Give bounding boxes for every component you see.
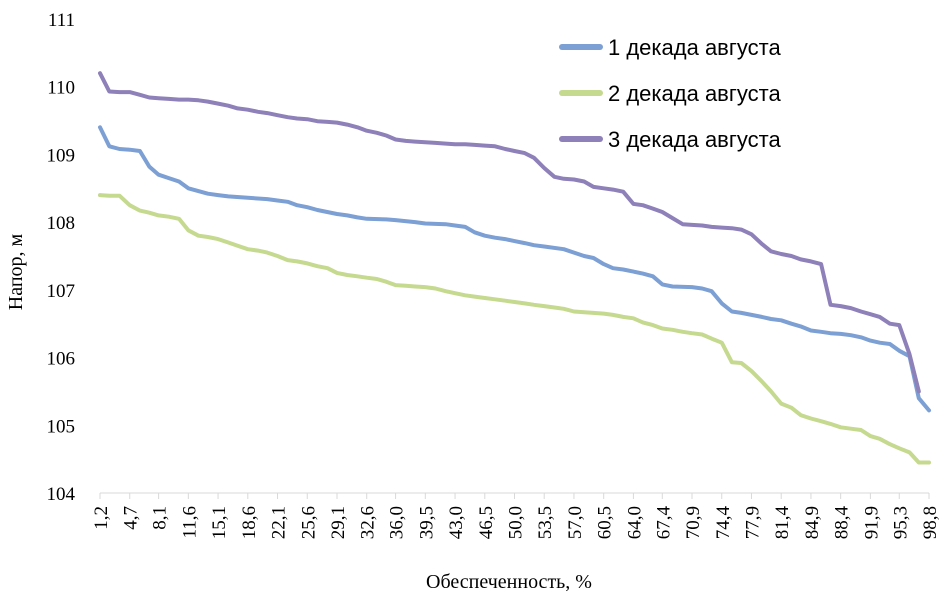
- x-tick-label: 11,6: [179, 506, 200, 539]
- series-line-3: [98, 71, 921, 394]
- x-tick-label: 1,2: [91, 506, 112, 530]
- x-tick-label: 60,5: [595, 506, 616, 539]
- x-tick-label: 64,0: [624, 506, 645, 539]
- x-tick-label: 29,1: [328, 506, 349, 539]
- x-axis-title: Обеспеченность, %: [426, 571, 592, 593]
- x-tick-label: 77,9: [742, 506, 763, 539]
- x-tick-label: 32,6: [358, 506, 379, 539]
- x-tick-label: 81,4: [772, 506, 793, 540]
- x-tick-label: 43,0: [446, 506, 467, 539]
- y-tick-label: 109: [47, 145, 76, 166]
- x-tick-label: 18,6: [239, 506, 260, 539]
- series-line-2: [98, 193, 931, 465]
- x-tick-label: 36,0: [387, 506, 408, 539]
- x-tick-label: 70,9: [683, 506, 704, 539]
- x-tick-label: 91,9: [861, 506, 882, 539]
- series-line-1: [98, 125, 931, 413]
- x-tick-label: 57,0: [565, 506, 586, 539]
- x-tick-label: 95,3: [890, 506, 911, 539]
- x-tick-label: 88,4: [832, 506, 853, 540]
- series-layer: [98, 71, 931, 465]
- x-axis-ticks: 1,2 4,7 8,1 11,6 15,1 18,6 22,1 25,6 29,1 32,6 36,…: [91, 493, 941, 539]
- legend-label-2: 2 декада августа: [608, 81, 781, 106]
- x-tick-label: 84,9: [802, 506, 823, 539]
- y-tick-label: 106: [47, 349, 76, 370]
- y-tick-label: 110: [47, 78, 75, 99]
- y-tick-label: 108: [47, 213, 76, 234]
- x-tick-label: 46,5: [476, 506, 497, 539]
- x-tick-label: 4,7: [121, 506, 142, 530]
- x-tick-label: 53,5: [535, 506, 556, 539]
- x-tick-label: 98,8: [920, 506, 941, 539]
- y-tick-label: 111: [48, 10, 75, 31]
- legend-label-1: 1 декада августа: [608, 35, 781, 60]
- y-tick-label: 105: [47, 416, 76, 437]
- x-tick-label: 50,0: [506, 506, 527, 539]
- legend: 1 декада августа 2 декада августа 3 декада…: [559, 35, 781, 152]
- x-tick-label: 67,4: [653, 506, 674, 540]
- x-tick-label: 8,1: [150, 506, 171, 530]
- x-tick-label: 74,4: [713, 506, 734, 540]
- legend-label-3: 3 декада августа: [608, 127, 781, 152]
- y-tick-label: 107: [47, 281, 76, 302]
- y-axis-ticks: 104 105 106 107 108 109 110 111: [47, 10, 76, 505]
- x-tick-label: 39,5: [416, 506, 437, 539]
- x-tick-label: 22,1: [269, 506, 290, 539]
- y-tick-label: 104: [47, 484, 76, 505]
- y-axis-title: Напор, м: [5, 233, 27, 310]
- x-tick-label: 15,1: [209, 506, 230, 539]
- x-tick-label: 25,6: [298, 506, 319, 539]
